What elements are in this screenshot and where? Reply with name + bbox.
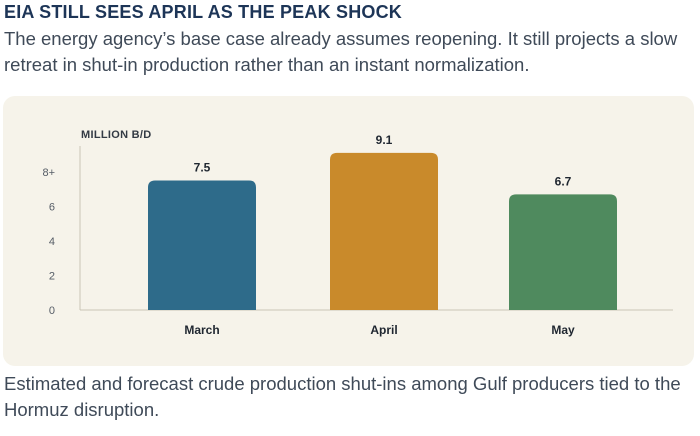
y-tick-label: 2 xyxy=(49,270,55,282)
bar-april xyxy=(330,152,438,310)
caption: Estimated and forecast crude production … xyxy=(4,373,681,420)
x-tick-label-april: April xyxy=(370,323,397,337)
x-tick-label-may: May xyxy=(551,323,575,337)
dek: The energy agency’s base case already as… xyxy=(4,28,678,75)
data-label-may: 6.7 xyxy=(555,174,572,188)
bar-march xyxy=(148,180,256,310)
data-label-april: 9.1 xyxy=(376,133,393,147)
headline: EIA STILL SEES APRIL AS THE PEAK SHOCK xyxy=(4,2,402,22)
bar-may xyxy=(509,194,617,310)
y-tick-label: 6 xyxy=(49,201,55,213)
bar-chart: MILLION B/D 0 2 4 6 8+ 7.5 March 9.1 April 6.7 Ma… xyxy=(42,129,673,337)
chart-card: MILLION B/D 0 2 4 6 8+ 7.5 March 9.1 April 6.7 Ma… xyxy=(3,96,694,366)
y-tick-label: 8+ xyxy=(42,167,55,179)
x-tick-label-march: March xyxy=(184,323,219,337)
y-tick-label: 4 xyxy=(49,236,55,248)
data-label-march: 7.5 xyxy=(194,161,211,175)
y-tick-label: 0 xyxy=(49,305,55,317)
y-axis-title: MILLION B/D xyxy=(81,129,152,141)
